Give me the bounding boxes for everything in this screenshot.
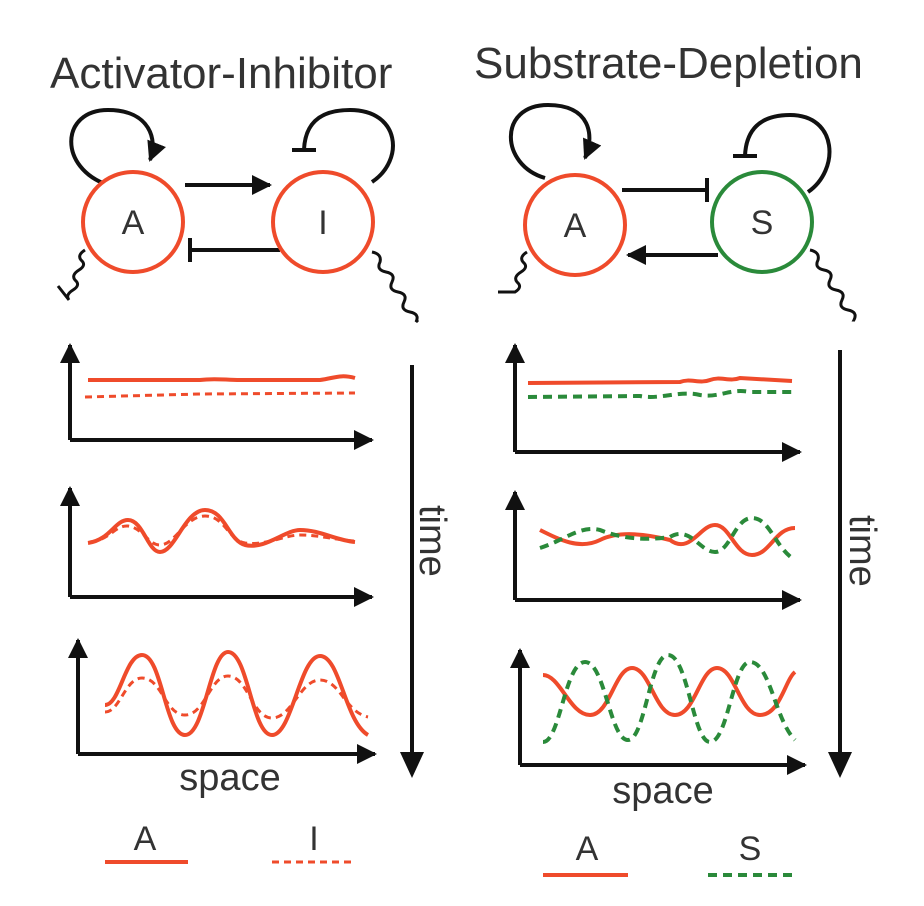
right-node-s	[710, 170, 814, 274]
right-s-self-inhibition-arrow	[743, 112, 832, 194]
left-plot-1-axes	[60, 343, 374, 450]
right-xlabel: space	[612, 770, 713, 812]
right-s-diffusion-squiggle	[809, 248, 857, 322]
right-plot-1-a-curve	[527, 375, 793, 385]
left-xlabel: space	[179, 757, 280, 799]
right-time-arrowhead	[828, 752, 852, 778]
left-plot-3-axes	[68, 638, 377, 764]
left-plot-1-a-curve	[88, 374, 356, 382]
right-plot-2-a-curve	[539, 522, 796, 558]
right-plot-3-s-curve	[542, 652, 797, 745]
left-title: Activator-Inhibitor	[50, 49, 392, 98]
right-plot-3-axes	[510, 648, 807, 775]
left-node-a	[81, 170, 185, 274]
left-plot-3-i-curve	[104, 674, 369, 720]
left-plot-2-axes	[60, 486, 374, 607]
left-node-i-label: I	[318, 204, 327, 242]
left-plot-2-a-curve	[87, 507, 356, 555]
right-plot-1-axes	[505, 343, 802, 462]
left-time-arrowhead	[400, 752, 424, 778]
right-a-self-activation-arrow	[509, 102, 602, 180]
left-plot-3-a-curve	[104, 649, 370, 738]
right-a-diffusion-squiggle	[498, 250, 528, 294]
right-plot-3-a-curve	[542, 665, 797, 718]
right-time-label: time	[841, 515, 883, 587]
right-plot-1-s-curve	[527, 389, 795, 399]
left-a-diffusion-squiggle	[56, 248, 86, 301]
left-node-a-label: A	[122, 204, 145, 242]
right-legend-a-label: A	[576, 830, 599, 868]
left-plot-1-i-curve	[84, 391, 356, 399]
left-i-self-inhibition-arrow	[302, 107, 395, 184]
left-legend-a-label: A	[134, 820, 157, 858]
left-node-i	[271, 170, 375, 274]
right-node-a-label: A	[564, 207, 587, 245]
right-plot-2-axes	[505, 490, 802, 610]
left-i-diffusion-squiggle	[371, 250, 420, 324]
right-title: Substrate-Depletion	[474, 39, 863, 88]
right-plot-2-s-curve	[539, 515, 797, 562]
right-node-s-label: S	[751, 204, 774, 242]
right-legend-s-label: S	[739, 830, 762, 868]
left-time-label: time	[411, 505, 453, 577]
left-legend-i-label: I	[309, 820, 318, 858]
left-a-self-activation-arrow	[69, 107, 166, 187]
left-plot-2-i-curve	[89, 514, 356, 547]
right-node-a	[523, 173, 627, 277]
